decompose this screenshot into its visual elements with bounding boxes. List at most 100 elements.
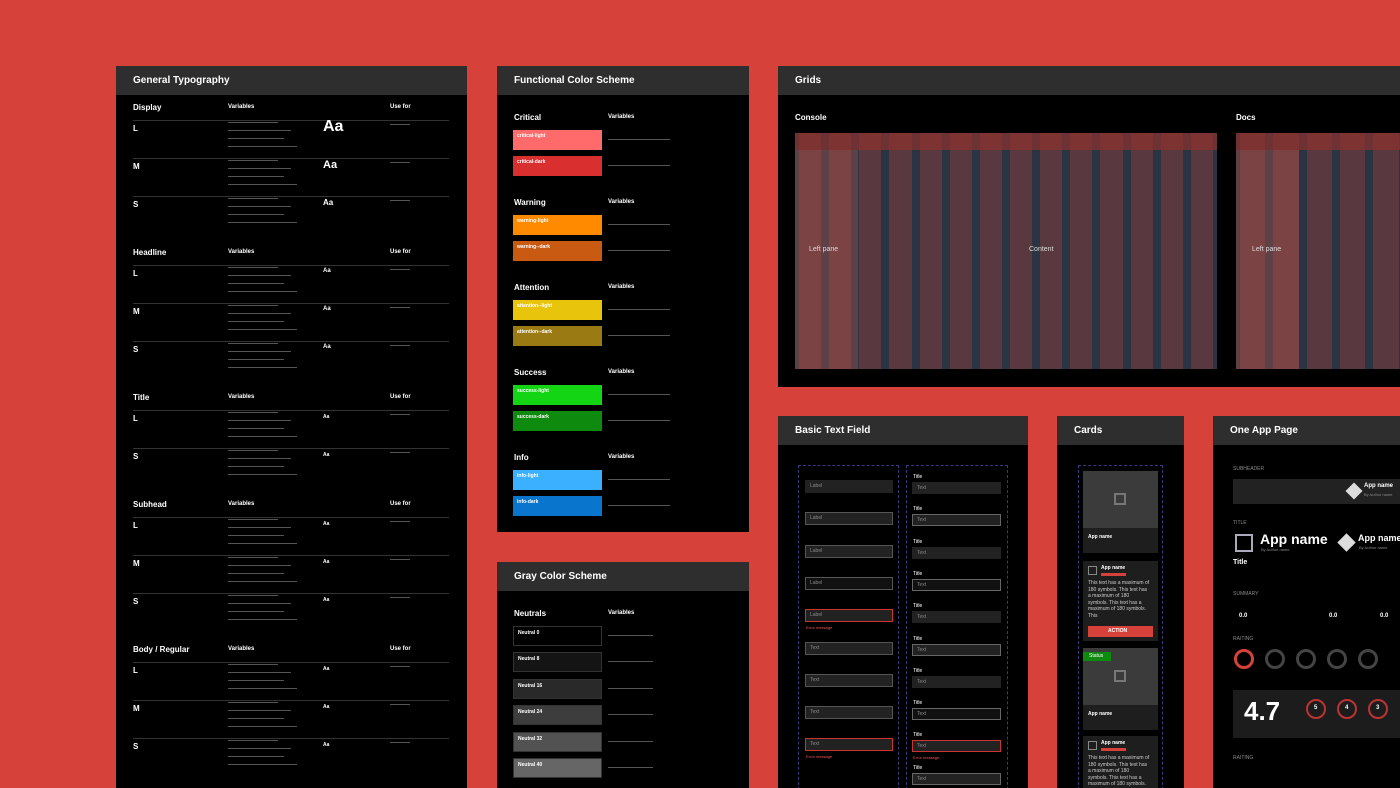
section-name: Body / Regular bbox=[133, 645, 190, 654]
card-icon bbox=[1088, 741, 1097, 750]
swatch: attention--light bbox=[513, 300, 602, 320]
swatch: warning--dark bbox=[513, 241, 602, 261]
grid-column bbox=[919, 133, 942, 369]
column-header: Variables bbox=[228, 646, 255, 652]
swatch: success-light bbox=[513, 385, 602, 405]
text-input: Text bbox=[805, 641, 893, 655]
sample: Aa bbox=[323, 558, 330, 565]
grid-column bbox=[1100, 133, 1123, 369]
star-value: 3 bbox=[1376, 705, 1380, 711]
variable-placeholder bbox=[228, 748, 291, 749]
column-header: Variables bbox=[228, 249, 255, 255]
dashed-frame bbox=[1078, 465, 1163, 788]
grid-column bbox=[979, 133, 1002, 369]
field-title: Title bbox=[913, 667, 923, 674]
group-name: Critical bbox=[514, 113, 542, 122]
author: By Author name bbox=[1364, 492, 1393, 497]
input-text: Text bbox=[810, 741, 820, 748]
variable-placeholder bbox=[228, 710, 291, 711]
input-text: Text bbox=[917, 581, 927, 588]
card-title: App name bbox=[1101, 740, 1126, 746]
row-divider bbox=[133, 593, 449, 594]
swatch-label: Neutral 8 bbox=[518, 656, 540, 663]
author: By Author name bbox=[1261, 547, 1290, 552]
panel-title: General Typography bbox=[116, 66, 467, 95]
card-title: App name bbox=[1088, 711, 1113, 717]
size-label: L bbox=[133, 269, 138, 278]
input-text: Text bbox=[810, 644, 820, 651]
variable-placeholder bbox=[608, 420, 670, 421]
variable-placeholder bbox=[608, 335, 670, 336]
variable-placeholder bbox=[608, 505, 670, 506]
field-title: Title bbox=[913, 764, 923, 771]
pane-label: Left pane bbox=[1252, 246, 1282, 253]
stars bbox=[1101, 573, 1126, 576]
input-text: Text bbox=[917, 517, 927, 524]
section-label: RAITING bbox=[1233, 755, 1254, 761]
variable-placeholder bbox=[608, 309, 670, 310]
row-divider bbox=[133, 265, 449, 266]
grid-column bbox=[829, 133, 852, 369]
size-label: M bbox=[133, 559, 140, 568]
swatch-label: Neutral 16 bbox=[518, 682, 543, 689]
input-text: Text bbox=[917, 711, 927, 718]
title-text: Title bbox=[1233, 559, 1248, 566]
group-name: Neutrals bbox=[514, 609, 547, 618]
sample: Aa bbox=[323, 413, 330, 420]
row-divider bbox=[133, 448, 449, 449]
swatch: Neutral 40 bbox=[513, 758, 602, 778]
swatch-label: warning-light bbox=[517, 218, 549, 224]
use-placeholder bbox=[390, 742, 410, 743]
swatch-label: info-dark bbox=[517, 499, 539, 505]
swatch-label: attention--dark bbox=[517, 329, 552, 335]
input-text: Label bbox=[810, 579, 823, 586]
text-input: Text bbox=[912, 514, 1001, 527]
variable-placeholder bbox=[228, 305, 278, 306]
text-input: Text bbox=[912, 578, 1001, 591]
rating-ring bbox=[1358, 649, 1378, 669]
grid-column bbox=[1273, 133, 1299, 369]
variable-placeholder bbox=[228, 291, 297, 292]
field-title: Title bbox=[913, 603, 923, 610]
app-name: App name bbox=[1364, 483, 1394, 489]
variable-placeholder bbox=[228, 138, 284, 139]
variable-placeholder bbox=[228, 122, 278, 123]
row-divider bbox=[133, 410, 449, 411]
use-placeholder bbox=[390, 597, 410, 598]
rating-ring bbox=[1327, 649, 1347, 669]
card-body: This text has a maximum of 180 symbols. … bbox=[1088, 755, 1150, 788]
panel-title: Functional Color Scheme bbox=[497, 66, 749, 95]
text-input: Label bbox=[805, 609, 893, 623]
use-placeholder bbox=[390, 452, 410, 453]
text-input: Text bbox=[912, 643, 1001, 656]
variable-placeholder bbox=[228, 275, 291, 276]
score: 4.7 bbox=[1244, 696, 1281, 726]
grid-area: Left pane bbox=[1236, 133, 1400, 369]
grid-column bbox=[1040, 133, 1063, 369]
image-icon bbox=[1114, 670, 1126, 682]
text-input: Text bbox=[912, 675, 1001, 688]
panel: Gray Color Scheme Neutrals Variables Neutra… bbox=[497, 562, 749, 788]
variable-placeholder bbox=[228, 573, 284, 574]
grid-column bbox=[799, 133, 822, 369]
variable-placeholder bbox=[228, 313, 291, 314]
text-input: Text bbox=[912, 546, 1001, 559]
swatch: critical-light bbox=[513, 130, 602, 150]
panel: Grids Console Docs Left pane Content Left pan… bbox=[778, 66, 1400, 387]
variable-placeholder bbox=[608, 224, 670, 225]
use-placeholder bbox=[390, 124, 410, 125]
text-input: Text bbox=[912, 772, 1001, 785]
swatch-label: critical-dark bbox=[517, 159, 546, 165]
author: By Author name bbox=[1359, 545, 1388, 550]
status-label: Status bbox=[1089, 653, 1104, 659]
variable-placeholder bbox=[228, 198, 278, 199]
grid-column bbox=[1130, 133, 1153, 369]
variable-placeholder bbox=[228, 160, 278, 161]
subheader-bar: App name By Author name bbox=[1233, 479, 1400, 504]
text-input: Label bbox=[805, 576, 893, 590]
input-text: Text bbox=[917, 743, 927, 750]
input-text: Text bbox=[917, 614, 927, 621]
variable-placeholder bbox=[228, 367, 297, 368]
swatch-label: success-dark bbox=[517, 414, 549, 420]
